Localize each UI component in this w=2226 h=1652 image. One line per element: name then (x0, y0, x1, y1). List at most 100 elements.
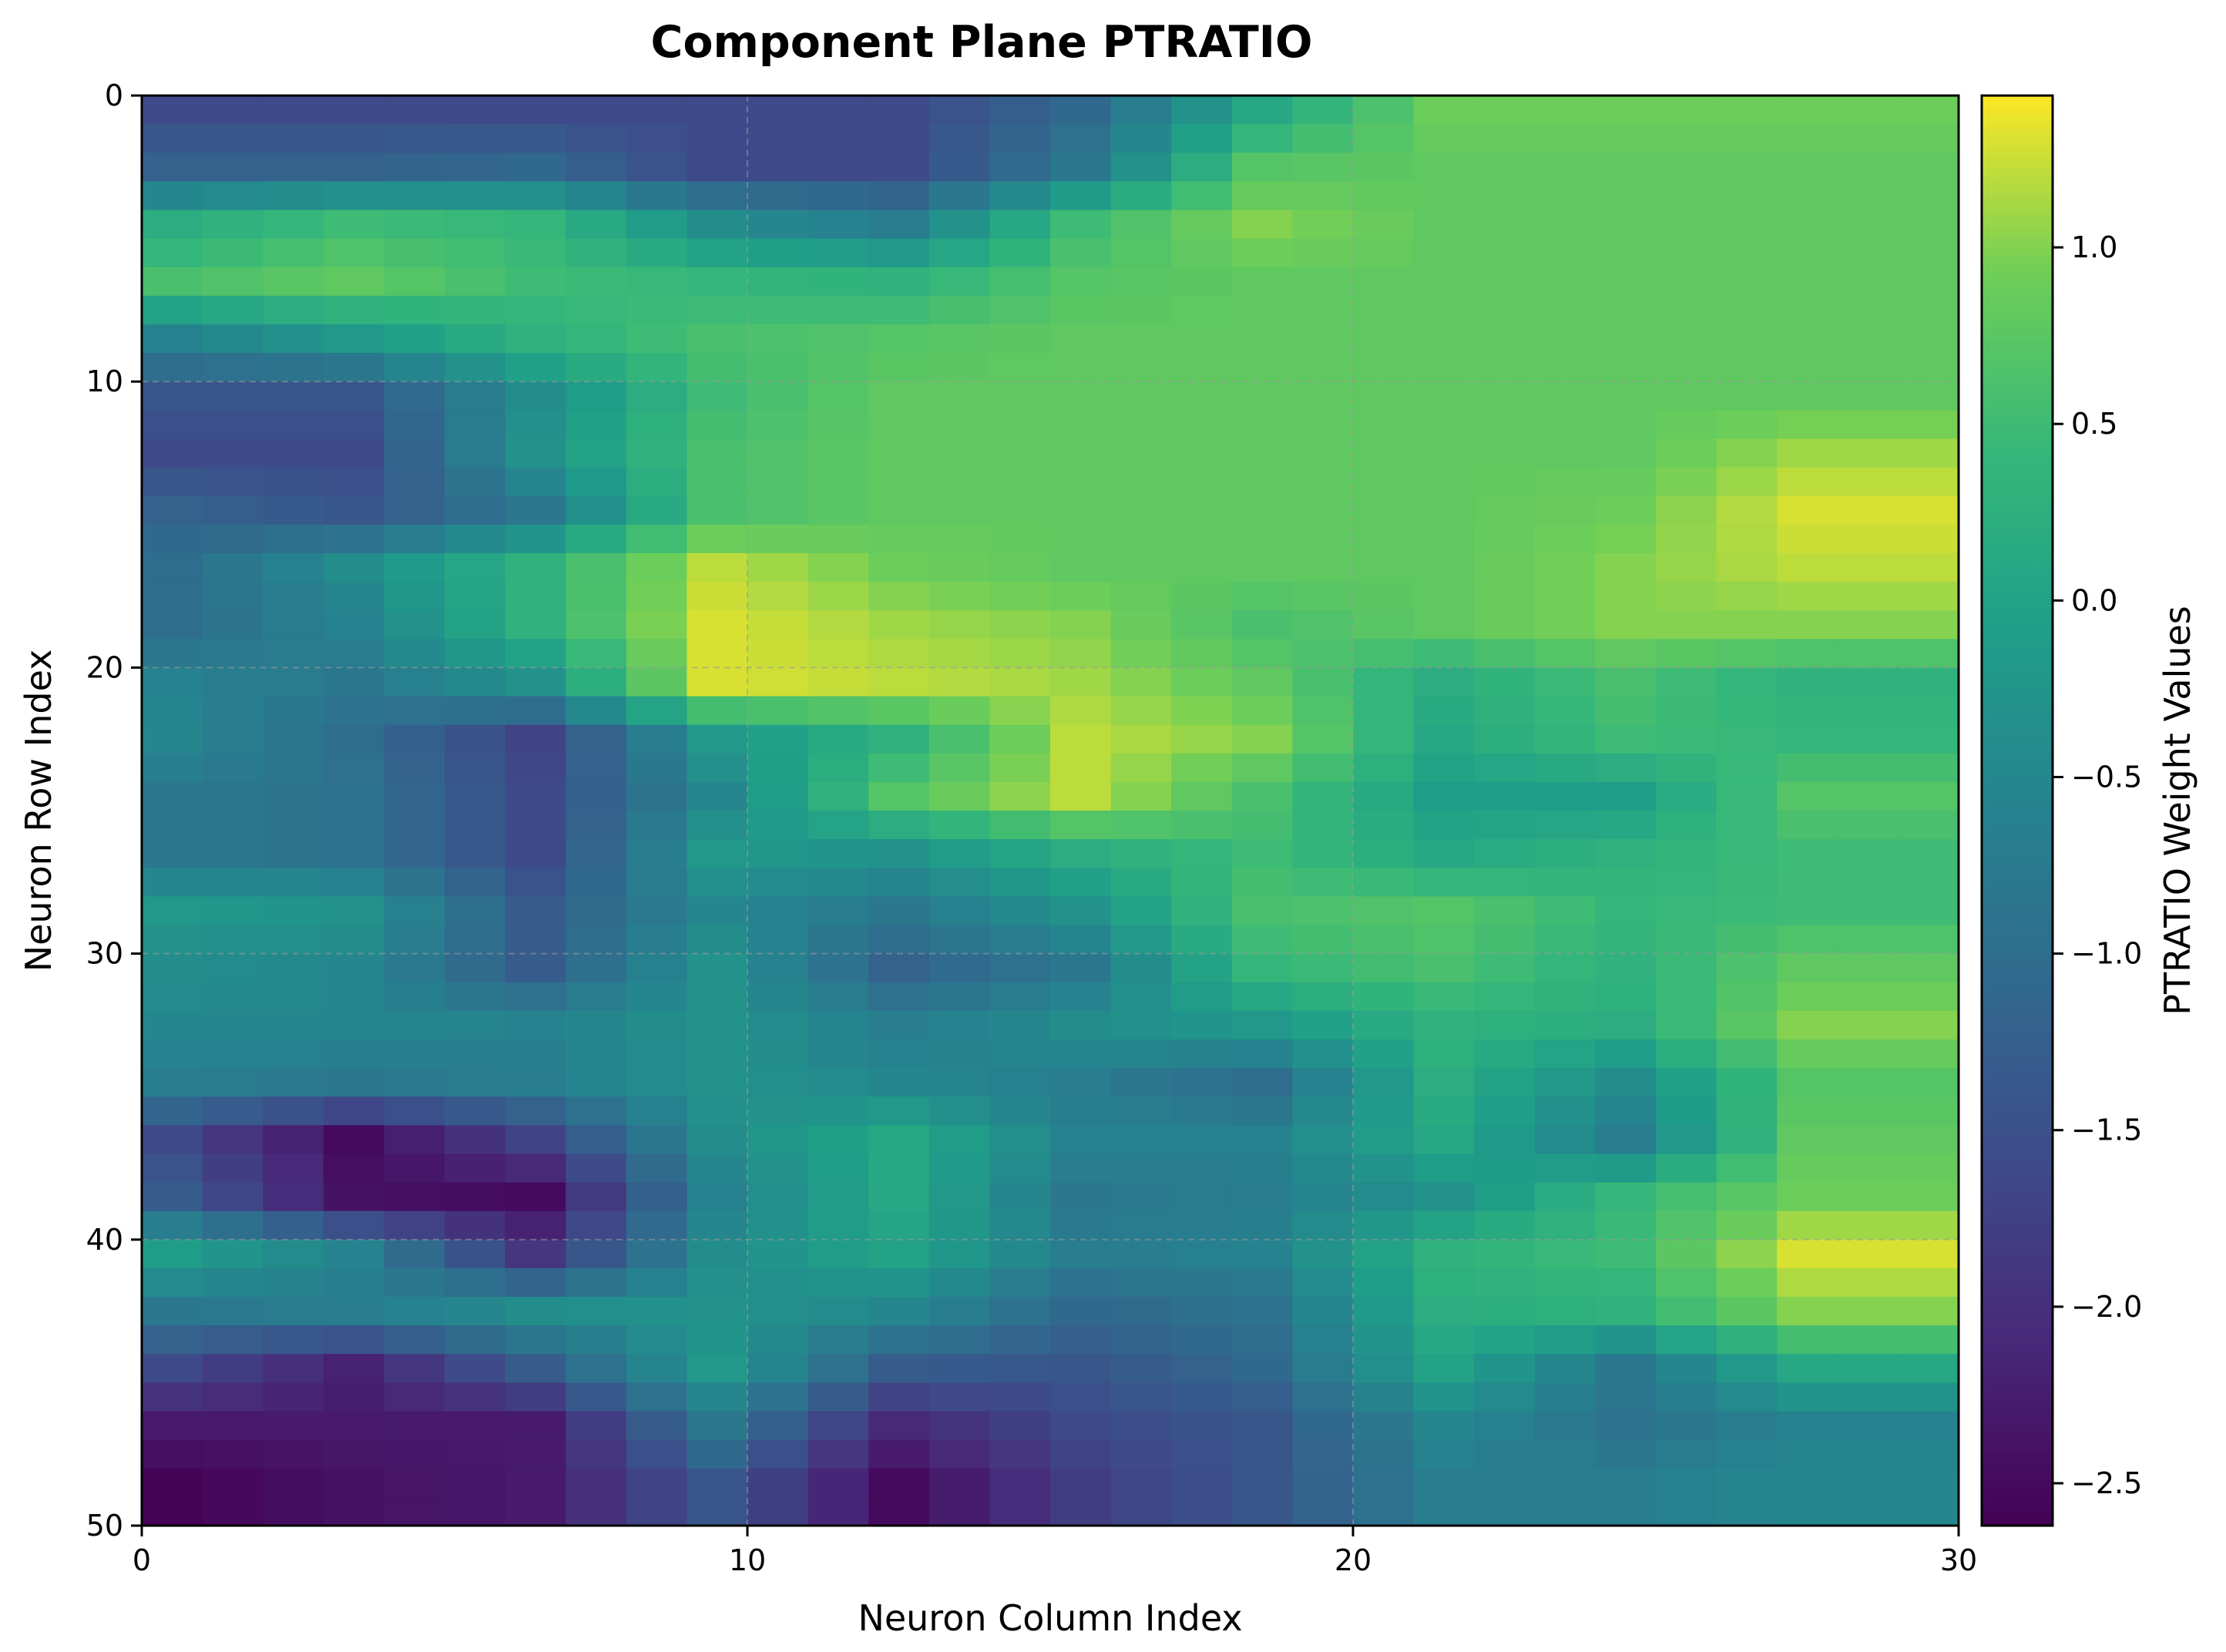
heatmap-cell (1777, 1496, 1838, 1526)
heatmap-cell (1595, 1210, 1657, 1241)
heatmap-cell (989, 1268, 1051, 1298)
heatmap-cell (1413, 1268, 1475, 1298)
heatmap-cell (1171, 1496, 1233, 1526)
heatmap-cell (1716, 925, 1778, 955)
heatmap-cell (323, 1010, 384, 1040)
heatmap-cell (989, 1439, 1051, 1469)
heatmap-cell (1292, 811, 1354, 840)
heatmap-cell (807, 1096, 869, 1126)
heatmap-cell (445, 1325, 506, 1355)
heatmap-cell (1534, 495, 1596, 525)
heatmap-cell (384, 295, 445, 325)
heatmap-cell (1353, 438, 1415, 468)
heatmap-cell (1595, 811, 1657, 840)
heatmap-cell (202, 124, 264, 153)
heatmap-cell (1595, 238, 1657, 268)
heatmap-cell (1474, 811, 1536, 840)
heatmap-cell (566, 1239, 627, 1269)
heatmap-cell (202, 1325, 264, 1355)
heatmap-cell (1837, 96, 1899, 125)
heatmap-cell (1777, 1096, 1838, 1126)
heatmap-cell (1353, 582, 1415, 611)
heatmap-cell (1595, 467, 1657, 497)
heatmap-cell (1777, 1439, 1838, 1469)
heatmap-cell (1656, 1182, 1717, 1212)
heatmap-cell (1292, 781, 1354, 811)
heatmap-cell (323, 1039, 384, 1069)
heatmap-cell (1716, 610, 1778, 640)
heatmap-cell (1898, 753, 1959, 783)
heatmap-cell (1171, 1268, 1233, 1298)
heatmap-cell (1534, 552, 1596, 583)
heatmap-cell (1353, 1010, 1415, 1040)
heatmap-cell (687, 781, 748, 811)
heatmap-cell (1534, 753, 1596, 783)
heatmap-cell (1837, 1182, 1899, 1212)
heatmap-cell (928, 467, 990, 497)
heatmap-cell (566, 410, 627, 440)
heatmap-cell (323, 124, 384, 153)
heatmap-cell (687, 210, 748, 240)
heatmap-cell (1837, 925, 1899, 955)
heatmap-cell (384, 1010, 445, 1040)
heatmap-cell (1413, 868, 1475, 897)
heatmap-cell (1413, 1325, 1475, 1355)
heatmap-cell (1050, 1010, 1112, 1040)
heatmap-cell (626, 1439, 687, 1469)
heatmap-cell (989, 1354, 1051, 1383)
heatmap-cell (1898, 1496, 1959, 1526)
heatmap-cell (1474, 582, 1536, 611)
heatmap-cell (1595, 982, 1657, 1012)
heatmap-cell (928, 896, 990, 926)
heatmap-cell (384, 124, 445, 153)
heatmap-cell (868, 1239, 930, 1269)
heatmap-cell (1534, 267, 1596, 297)
heatmap-cell (1837, 1210, 1899, 1241)
heatmap-cell (1595, 295, 1657, 325)
heatmap-cell (1050, 96, 1112, 125)
heatmap-cell (1231, 781, 1293, 811)
heatmap-cell (202, 1268, 264, 1298)
heatmap-cell (989, 582, 1051, 611)
heatmap-cell (626, 1182, 687, 1212)
heatmap-cell (1595, 610, 1657, 640)
heatmap-cell (142, 811, 203, 840)
heatmap-cell (505, 1153, 566, 1184)
heatmap-cell (747, 1153, 809, 1184)
heatmap-cell (1656, 582, 1717, 611)
heatmap-cell (626, 1239, 687, 1269)
heatmap-cell (687, 925, 748, 955)
heatmap-cell (807, 667, 869, 697)
heatmap-cell (384, 1210, 445, 1241)
heatmap-cell (626, 896, 687, 926)
heatmap-cell (1777, 1468, 1838, 1498)
heatmap-cell (1413, 438, 1475, 468)
heatmap-cell (1837, 1068, 1899, 1097)
heatmap-cell (1534, 1182, 1596, 1212)
heatmap-cell (626, 639, 687, 668)
heatmap-cell (1474, 1411, 1536, 1441)
heatmap-cell (928, 839, 990, 868)
heatmap-cell (747, 1039, 809, 1069)
heatmap-cell (1716, 295, 1778, 325)
heatmap-cell (928, 295, 990, 325)
heatmap-cell (1292, 896, 1354, 926)
heatmap-cell (202, 295, 264, 325)
heatmap-cell (384, 896, 445, 926)
heatmap-cell (1837, 552, 1899, 583)
heatmap-cell (1110, 868, 1172, 897)
heatmap-cell (1898, 1182, 1959, 1212)
heatmap-cell (202, 1354, 264, 1383)
heatmap-cell (142, 524, 203, 554)
heatmap-cell (868, 381, 930, 411)
heatmap-cell (626, 124, 687, 153)
heatmap-cell (142, 610, 203, 640)
heatmap-cell (1534, 1096, 1596, 1126)
heatmap-cell (1595, 381, 1657, 411)
heatmap-cell (1353, 982, 1415, 1012)
heatmap-cell (1716, 124, 1778, 153)
heatmap-cell (1656, 238, 1717, 268)
heatmap-cell (928, 267, 990, 297)
heatmap-cell (747, 1239, 809, 1269)
heatmap-cell (868, 811, 930, 840)
